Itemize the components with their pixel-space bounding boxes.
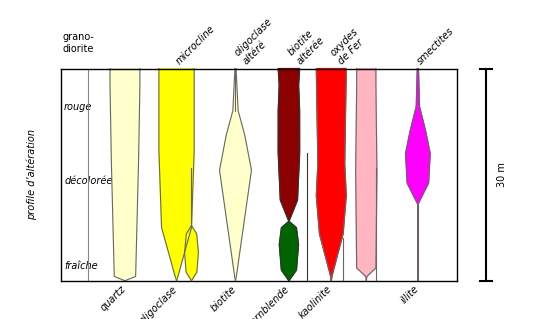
Polygon shape: [316, 69, 346, 281]
Text: biotite: biotite: [209, 284, 238, 313]
Polygon shape: [110, 69, 140, 281]
Text: kaolinite: kaolinite: [297, 284, 334, 319]
Text: oxydes
de Fer: oxydes de Fer: [328, 26, 368, 66]
Polygon shape: [406, 69, 430, 281]
Polygon shape: [219, 69, 252, 281]
Text: smectites: smectites: [415, 25, 456, 66]
Text: illite: illite: [399, 284, 421, 306]
Text: profile d’altération: profile d’altération: [27, 129, 37, 220]
Text: biotite
altérée: biotite altérée: [286, 26, 326, 66]
Polygon shape: [279, 221, 299, 281]
Text: oligoclase
altéré: oligoclase altéré: [233, 16, 282, 66]
Polygon shape: [159, 69, 194, 281]
Text: oligoclase: oligoclase: [137, 284, 179, 319]
Polygon shape: [278, 69, 300, 221]
Text: 30 m: 30 m: [497, 162, 507, 187]
Text: quartz: quartz: [98, 284, 128, 313]
Text: microcline: microcline: [174, 23, 217, 66]
Text: hornblende: hornblende: [245, 284, 292, 319]
Polygon shape: [185, 226, 199, 281]
Polygon shape: [356, 69, 377, 281]
Text: rouge: rouge: [64, 102, 92, 112]
Text: décolorée: décolorée: [64, 176, 113, 186]
Text: grano-
diorite: grano- diorite: [62, 32, 95, 54]
Text: fraîche: fraîche: [64, 261, 98, 271]
